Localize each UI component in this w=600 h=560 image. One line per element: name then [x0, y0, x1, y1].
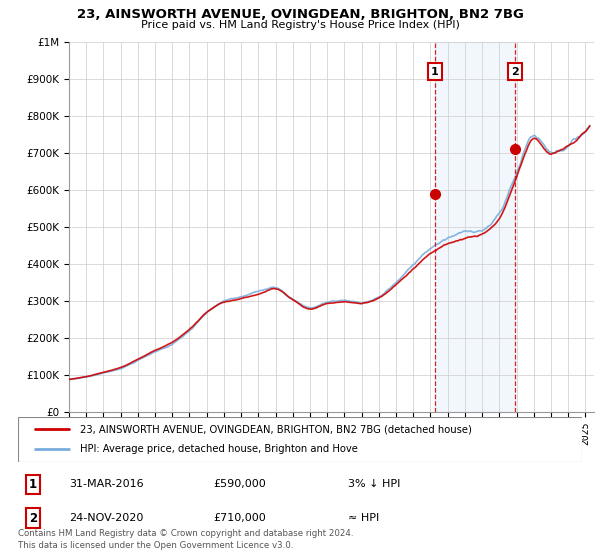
- Text: 2: 2: [511, 67, 519, 77]
- Text: 23, AINSWORTH AVENUE, OVINGDEAN, BRIGHTON, BN2 7BG: 23, AINSWORTH AVENUE, OVINGDEAN, BRIGHTO…: [77, 8, 523, 21]
- Text: HPI: Average price, detached house, Brighton and Hove: HPI: Average price, detached house, Brig…: [80, 445, 358, 455]
- Text: Price paid vs. HM Land Registry's House Price Index (HPI): Price paid vs. HM Land Registry's House …: [140, 20, 460, 30]
- Text: £590,000: £590,000: [213, 479, 266, 489]
- Text: £710,000: £710,000: [213, 513, 266, 523]
- Text: 24-NOV-2020: 24-NOV-2020: [69, 513, 143, 523]
- Text: 1: 1: [431, 67, 439, 77]
- Text: 23, AINSWORTH AVENUE, OVINGDEAN, BRIGHTON, BN2 7BG (detached house): 23, AINSWORTH AVENUE, OVINGDEAN, BRIGHTO…: [80, 424, 472, 435]
- Bar: [435, 42, 515, 412]
- Text: ≈ HPI: ≈ HPI: [348, 513, 379, 523]
- Text: 3% ↓ HPI: 3% ↓ HPI: [348, 479, 400, 489]
- Text: 2: 2: [29, 511, 37, 525]
- Text: Contains HM Land Registry data © Crown copyright and database right 2024.
This d: Contains HM Land Registry data © Crown c…: [18, 529, 353, 550]
- Text: 31-MAR-2016: 31-MAR-2016: [69, 479, 143, 489]
- Text: 1: 1: [29, 478, 37, 491]
